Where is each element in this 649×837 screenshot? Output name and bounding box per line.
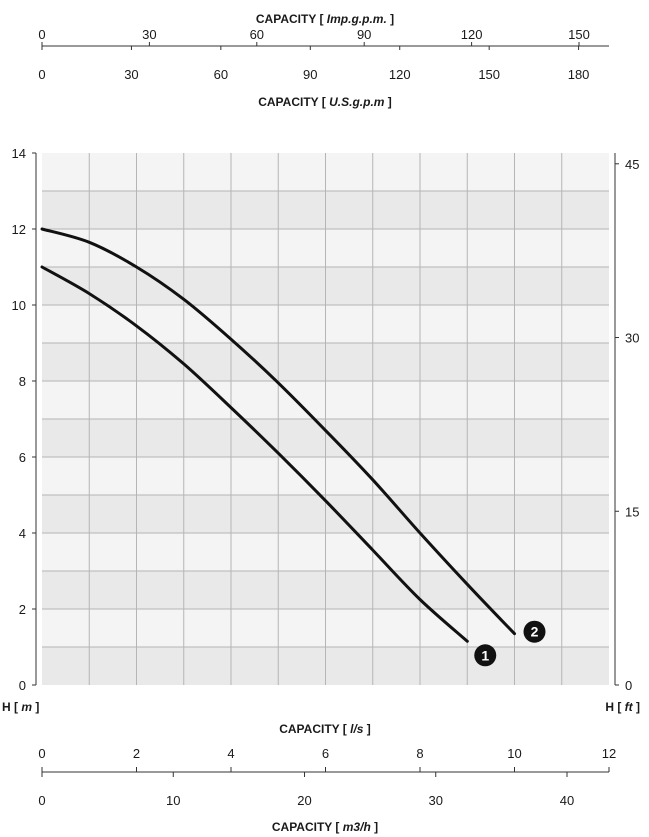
top-tick-label-us: 0 [38, 67, 45, 82]
top-tick-label-imp: 60 [250, 27, 264, 42]
curve-marker-label-1: 1 [481, 647, 489, 663]
axis-titles: CAPACITY [ Imp.g.p.m. ] CAPACITY [ U.S.g.… [2, 12, 640, 834]
bottom-tick-label-m3h: 20 [297, 793, 311, 808]
left-tick-label: 14 [12, 146, 26, 161]
curve-marker-1 [474, 644, 497, 667]
top-tick-label-imp: 150 [568, 27, 590, 42]
left-axis-title: H [ m ] [2, 700, 39, 714]
grid-lines [42, 153, 609, 685]
bottom-tick-label-ls: 2 [133, 746, 140, 761]
top-tick-label-imp: 30 [142, 27, 156, 42]
curve-markers: 12 [474, 620, 546, 667]
axes [32, 42, 619, 777]
top-tick-label-us: 180 [568, 67, 590, 82]
right-axis-title: H [ ft ] [605, 700, 640, 714]
left-tick-label: 10 [12, 298, 26, 313]
right-tick-label: 45 [625, 157, 639, 172]
left-tick-label: 2 [19, 602, 26, 617]
bottom-tick-label-m3h: 10 [166, 793, 180, 808]
right-tick-label: 15 [625, 504, 639, 519]
bottom-tick-label-ls: 6 [322, 746, 329, 761]
curve-marker-2 [523, 620, 546, 643]
top-tick-label-us: 150 [478, 67, 500, 82]
curves [40, 227, 516, 643]
bottom-axis-title-m3h: CAPACITY [ m3/h ] [272, 820, 378, 834]
top-tick-label-us: 60 [214, 67, 228, 82]
bottom-tick-label-ls: 10 [507, 746, 521, 761]
right-tick-label: 0 [625, 678, 632, 693]
right-tick-label: 30 [625, 331, 639, 346]
top-tick-label-us: 120 [389, 67, 411, 82]
left-tick-label: 8 [19, 374, 26, 389]
top-tick-label-imp: 120 [461, 27, 483, 42]
left-tick-label: 0 [19, 678, 26, 693]
bottom-tick-label-m3h: 30 [428, 793, 442, 808]
bottom-tick-label-m3h: 40 [560, 793, 574, 808]
top-axis-title-us: CAPACITY [ U.S.g.p.m ] [258, 95, 392, 109]
top-tick-label-imp: 0 [38, 27, 45, 42]
bottom-tick-label-ls: 8 [416, 746, 423, 761]
left-tick-label: 4 [19, 526, 26, 541]
left-tick-label: 6 [19, 450, 26, 465]
bottom-tick-label-m3h: 0 [38, 793, 45, 808]
top-tick-label-imp: 90 [357, 27, 371, 42]
bottom-tick-label-ls: 0 [38, 746, 45, 761]
bottom-tick-label-ls: 4 [227, 746, 234, 761]
top-tick-label-us: 30 [124, 67, 138, 82]
curve-marker-label-2: 2 [531, 624, 539, 640]
curve-1 [40, 265, 469, 643]
bottom-axis-title-ls: CAPACITY [ l/s ] [279, 722, 371, 736]
top-tick-label-us: 90 [303, 67, 317, 82]
bottom-tick-label-ls: 12 [602, 746, 616, 761]
top-axis-title-imp: CAPACITY [ Imp.g.p.m. ] [256, 12, 394, 26]
curve-2 [40, 227, 516, 636]
left-tick-label: 12 [12, 222, 26, 237]
